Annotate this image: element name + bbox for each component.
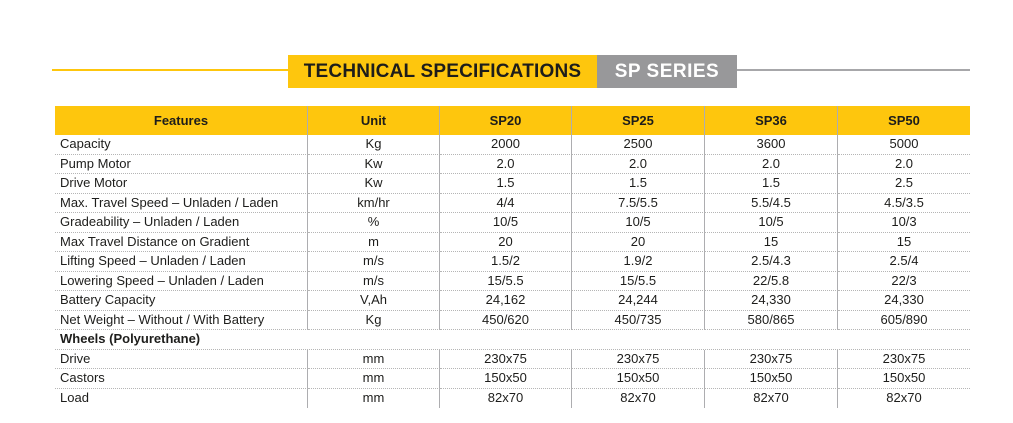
series-badge: SP SERIES bbox=[597, 55, 737, 88]
unit-cell: V,Ah bbox=[308, 291, 440, 311]
value-cell: 4.5/3.5 bbox=[838, 194, 970, 213]
value-cell: 230x75 bbox=[572, 349, 705, 369]
feature-cell: Load bbox=[55, 388, 308, 408]
feature-cell: Drive Motor bbox=[55, 174, 308, 194]
value-cell: 1.5 bbox=[705, 174, 838, 194]
value-cell: 2.0 bbox=[440, 154, 572, 174]
value-cell: 230x75 bbox=[705, 349, 838, 369]
value-cell: 82x70 bbox=[572, 388, 705, 408]
header-cell-features: Features bbox=[55, 106, 308, 135]
value-cell: 1.9/2 bbox=[572, 252, 705, 272]
feature-cell: Pump Motor bbox=[55, 154, 308, 174]
value-cell: 15/5.5 bbox=[572, 271, 705, 291]
value-cell: 2.5/4 bbox=[838, 252, 970, 272]
value-cell: 10/5 bbox=[572, 213, 705, 233]
unit-cell: mm bbox=[308, 349, 440, 369]
feature-cell: Gradeability – Unladen / Laden bbox=[55, 213, 308, 233]
feature-cell: Max Travel Distance on Gradient bbox=[55, 232, 308, 252]
value-cell: 24,330 bbox=[838, 291, 970, 311]
feature-cell: Lowering Speed – Unladen / Laden bbox=[55, 271, 308, 291]
value-cell: 580/865 bbox=[705, 310, 838, 330]
header-cell-model: SP20 bbox=[440, 106, 572, 135]
unit-cell: Kw bbox=[308, 154, 440, 174]
unit-cell: m bbox=[308, 232, 440, 252]
value-cell: 2500 bbox=[572, 135, 705, 155]
feature-cell: Castors bbox=[55, 369, 308, 389]
value-cell: 2.5 bbox=[838, 174, 970, 194]
value-cell: 22/5.8 bbox=[705, 271, 838, 291]
feature-cell: Max. Travel Speed – Unladen / Laden bbox=[55, 193, 308, 213]
unit-cell: mm bbox=[308, 369, 440, 389]
unit-cell: % bbox=[308, 213, 440, 233]
feature-cell: Net Weight – Without / With Battery bbox=[55, 310, 308, 330]
unit-cell: Kg bbox=[308, 135, 440, 155]
value-cell: 150x50 bbox=[572, 369, 705, 389]
value-cell: 82x70 bbox=[705, 388, 838, 408]
value-cell: 24,162 bbox=[440, 291, 572, 311]
section-row-label: Wheels (Polyurethane) bbox=[55, 330, 970, 350]
unit-cell: km/hr bbox=[308, 193, 440, 213]
value-cell: 1.5/2 bbox=[440, 252, 572, 272]
value-cell: 2.0 bbox=[705, 154, 838, 174]
value-cell: 150x50 bbox=[838, 369, 970, 389]
value-cell: 7.5/5.5 bbox=[572, 193, 705, 213]
value-cell: 5000 bbox=[838, 135, 970, 155]
feature-cell: Capacity bbox=[55, 135, 308, 155]
feature-cell: Battery Capacity bbox=[55, 291, 308, 311]
unit-cell: m/s bbox=[308, 252, 440, 272]
value-cell: 2.5/4.3 bbox=[705, 252, 838, 272]
value-cell: 82x70 bbox=[886, 389, 922, 405]
value-cell: 20 bbox=[572, 232, 705, 252]
header-cell-unit: Unit bbox=[308, 106, 440, 135]
header-cell-model: SP50 bbox=[838, 106, 970, 135]
value-cell: 4/4 bbox=[440, 193, 572, 213]
value-cell: 10/3 bbox=[838, 213, 970, 233]
value-cell: 450/735 bbox=[572, 310, 705, 330]
value-cell: 82x70 bbox=[440, 388, 572, 408]
unit-cell: mm bbox=[308, 388, 440, 408]
value-cell: 10/5 bbox=[440, 213, 572, 233]
feature-cell: Lifting Speed – Unladen / Laden bbox=[55, 252, 308, 272]
value-cell: 2.0 bbox=[838, 155, 970, 174]
value-cell: 20 bbox=[440, 232, 572, 252]
value-cell: 150x50 bbox=[440, 369, 572, 389]
value-cell: 24,244 bbox=[572, 291, 705, 311]
value-cell: 605/890 bbox=[838, 311, 970, 330]
title-rule-right bbox=[737, 69, 970, 71]
unit-cell: Kw bbox=[308, 174, 440, 194]
spec-table: Features Unit SP20 SP25 SP36 SP50 Capacity Kg 20… bbox=[55, 106, 970, 408]
feature-cell: Drive bbox=[55, 349, 308, 369]
value-cell: 1.5 bbox=[440, 174, 572, 194]
value-cell: 230x75 bbox=[440, 349, 572, 369]
value-cell: 10/5 bbox=[705, 213, 838, 233]
value-cell: 15/5.5 bbox=[440, 271, 572, 291]
unit-cell: m/s bbox=[308, 271, 440, 291]
value-cell: 15 bbox=[705, 232, 838, 252]
value-cell: 150x50 bbox=[705, 369, 838, 389]
value-cell: 1.5 bbox=[572, 174, 705, 194]
unit-cell: Kg bbox=[308, 310, 440, 330]
value-cell: 2.0 bbox=[572, 154, 705, 174]
value-cell: 230x75 bbox=[838, 350, 970, 369]
value-cell: 22/3 bbox=[838, 272, 970, 291]
section-title: TECHNICAL SPECIFICATIONS bbox=[288, 55, 597, 88]
value-cell: 15 bbox=[838, 233, 970, 252]
title-rule-left bbox=[52, 69, 288, 71]
value-cell: 5.5/4.5 bbox=[705, 193, 838, 213]
value-cell: 450/620 bbox=[440, 310, 572, 330]
header-cell-model: SP36 bbox=[705, 106, 838, 135]
header-cell-model: SP25 bbox=[572, 106, 705, 135]
value-cell: 3600 bbox=[705, 135, 838, 155]
value-cell: 2000 bbox=[440, 135, 572, 155]
value-cell: 24,330 bbox=[705, 291, 838, 311]
